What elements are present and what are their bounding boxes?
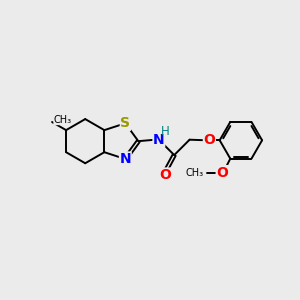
- Text: S: S: [120, 116, 130, 130]
- Text: CH₃: CH₃: [185, 168, 203, 178]
- Text: CH₃: CH₃: [53, 115, 72, 125]
- Text: N: N: [119, 152, 131, 166]
- Text: N: N: [153, 133, 165, 147]
- Text: O: O: [216, 166, 228, 180]
- Text: O: O: [203, 133, 215, 147]
- Text: H: H: [161, 125, 170, 138]
- Text: O: O: [159, 168, 171, 182]
